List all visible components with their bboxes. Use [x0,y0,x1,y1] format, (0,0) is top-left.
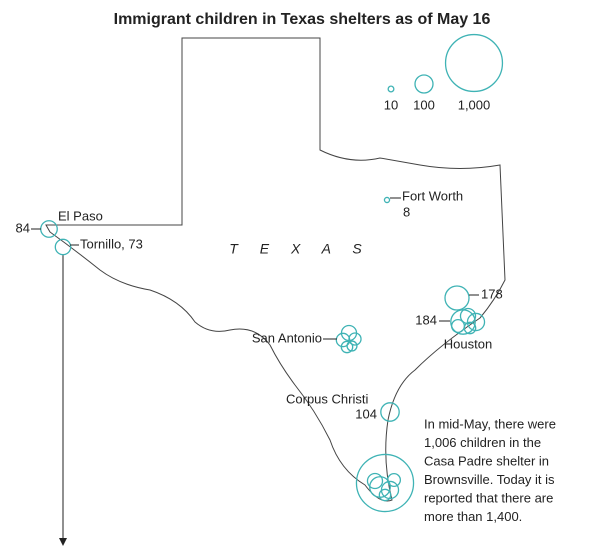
shelter-bubble [466,312,486,332]
legend-bubble [444,33,504,93]
shelter-bubble [40,220,58,238]
shelter-bubble [386,472,402,488]
shelter-bubble [380,402,400,422]
state-label: T E X A S [229,241,370,257]
legend-label: 1,000 [458,97,491,112]
annotation-line: 1,006 children in the [424,435,541,450]
shelter-bubble [348,332,362,346]
place-name: Houston [444,336,492,351]
legend-bubble [414,74,434,94]
place-name: Tornillo, 73 [80,236,143,251]
shelter-bubble [346,340,358,352]
place-name: San Antonio [252,330,322,345]
shelter-bubble [459,307,477,325]
shelter-bubble [450,318,466,334]
shelter-bubble [463,321,477,335]
shelter-bubble [378,488,392,502]
annotation-line: In mid-May, there were [424,416,556,431]
shelter-bubble [54,238,72,256]
shelter-bubble [340,340,354,354]
annotation-line: more than 1,400. [424,509,522,524]
arrow-head [59,538,67,546]
annotation-line: Casa Padre shelter in [424,453,549,468]
legend-label: 100 [413,97,435,112]
texas-outline [45,37,506,502]
shelter-bubble [355,453,415,513]
place-count: 104 [355,406,377,421]
annotation-line: Brownsville. Today it is [424,472,555,487]
title: Immigrant children in Texas shelters as … [114,11,491,28]
legend-bubble [387,85,395,93]
legend-label: 10 [384,97,398,112]
place-count: 8 [403,204,410,219]
place-name: El Paso [58,208,103,223]
shelter-bubble [383,196,391,204]
shelter-bubble [444,285,470,311]
place-count: 178 [481,286,503,301]
place-count: 184 [415,312,437,327]
place-name: Fort Worth [402,188,463,203]
shelter-bubble [366,472,384,490]
annotation-line: reported that there are [424,490,553,505]
place-count: 84 [16,220,30,235]
place-name: Corpus Christi [286,391,368,406]
